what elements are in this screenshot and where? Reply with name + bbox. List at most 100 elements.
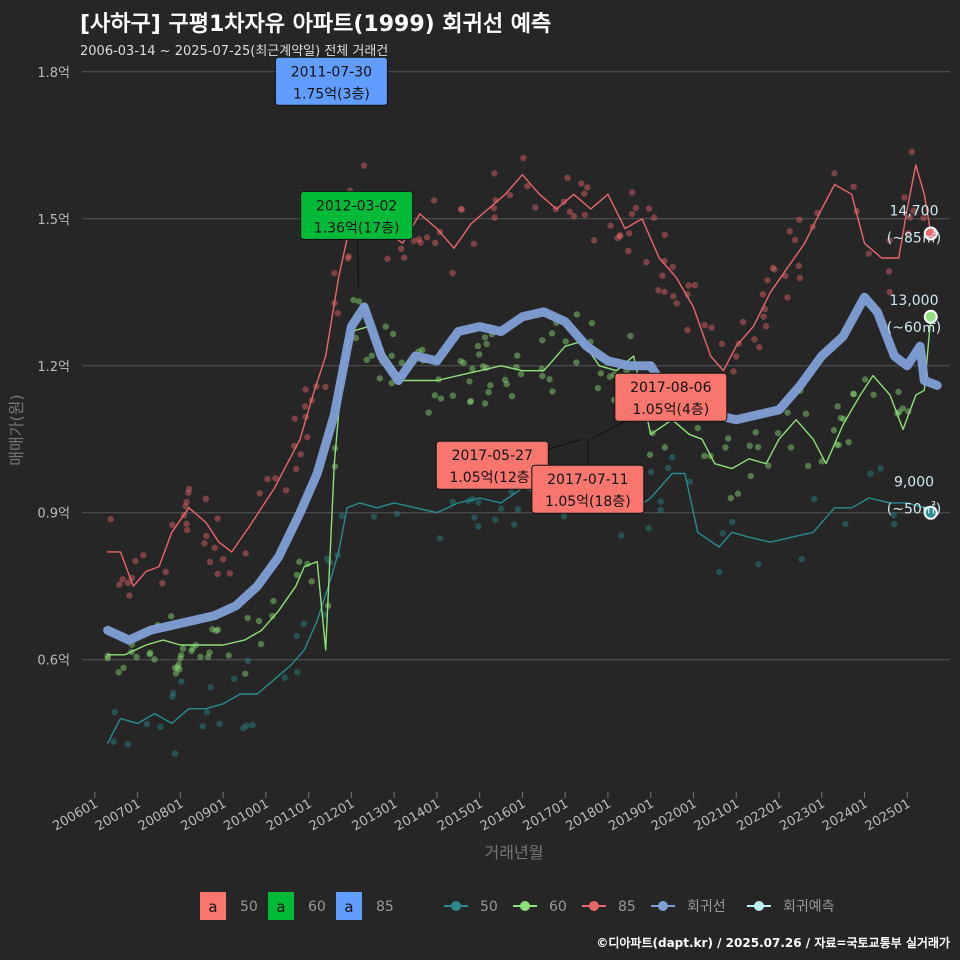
transaction-dot <box>618 532 625 539</box>
transaction-dot <box>920 214 927 222</box>
transaction-dot <box>368 352 376 359</box>
transaction-dot <box>151 656 158 663</box>
legend-line-marker <box>754 901 764 911</box>
annotation-value: 1.05억(12층) <box>449 470 535 486</box>
transaction-dot <box>722 444 729 451</box>
transaction-dot <box>850 390 857 398</box>
transaction-dot <box>564 174 571 182</box>
transaction-dot <box>886 237 893 244</box>
transaction-dot <box>363 356 371 364</box>
transaction-dot <box>625 230 633 237</box>
transaction-dot <box>506 191 514 199</box>
transaction-dot <box>910 207 917 214</box>
x-tick-label: 201801 <box>563 796 613 834</box>
transaction-dot <box>401 254 408 261</box>
transaction-dot <box>382 323 389 330</box>
transaction-dot <box>388 352 395 359</box>
transaction-dot <box>830 427 838 434</box>
transaction-dot <box>300 620 308 628</box>
transaction-dot <box>170 689 177 697</box>
legend-label-key: a <box>276 898 285 916</box>
transaction-dot <box>475 523 482 530</box>
transaction-dot <box>243 722 250 729</box>
end-label-area: (~50㎡) <box>887 502 941 518</box>
x-tick-label: 200801 <box>136 796 186 834</box>
annotation-box <box>300 190 414 240</box>
transaction-dot <box>350 296 357 304</box>
transaction-dot <box>850 390 857 398</box>
transaction-dot <box>588 319 596 327</box>
transaction-dot <box>119 576 126 583</box>
transaction-dot <box>204 653 212 661</box>
x-tick-label: 201101 <box>264 796 314 834</box>
transaction-dot <box>430 197 438 204</box>
y-axis-ticks: 0.6억 0.9억 1.2억 1.5억 1.8억 <box>37 66 70 669</box>
transaction-dot <box>242 670 249 677</box>
x-tick-label: 201601 <box>478 796 528 834</box>
transaction-dot <box>169 693 176 701</box>
transaction-dot <box>669 263 677 271</box>
transaction-dot <box>802 410 810 417</box>
transaction-dot <box>581 190 588 197</box>
legend-label-text: 60 <box>308 899 326 915</box>
legend-label-swatch <box>200 892 226 920</box>
transaction-dot <box>834 403 841 410</box>
transaction-dot <box>904 229 912 237</box>
x-tick-label: 201701 <box>521 796 571 834</box>
transaction-dot <box>457 358 464 365</box>
transaction-dot <box>146 650 153 658</box>
transaction-dot <box>302 403 309 410</box>
transaction-dot <box>460 359 467 366</box>
transaction-dot <box>606 373 614 380</box>
x-tick-label: 201901 <box>606 796 656 834</box>
transaction-dot <box>670 293 677 300</box>
transaction-dot <box>296 558 303 565</box>
transaction-dot <box>684 291 691 298</box>
transaction-dot <box>212 627 220 634</box>
transaction-dot <box>487 382 494 389</box>
transaction-dot <box>126 592 133 599</box>
transaction-dot <box>804 462 812 470</box>
scatter-layer <box>104 148 927 757</box>
annotation-box <box>531 464 645 514</box>
transaction-dot <box>470 240 478 247</box>
transaction-dot <box>769 264 777 272</box>
transaction-dot <box>458 206 465 213</box>
transaction-dot <box>590 237 598 244</box>
legend-label-key: a <box>208 898 217 916</box>
transaction-dot <box>143 720 151 728</box>
end-label-area: (~60㎡) <box>887 320 941 336</box>
transaction-dot <box>282 487 290 494</box>
transaction-dot <box>360 162 368 169</box>
transaction-dot <box>230 675 238 683</box>
transaction-dot <box>694 424 701 432</box>
transaction-dot <box>747 472 754 480</box>
transaction-dot <box>659 272 666 279</box>
transaction-dot <box>759 291 767 298</box>
transaction-dot <box>643 258 650 266</box>
transaction-dot <box>388 379 395 387</box>
transaction-dot <box>673 300 680 307</box>
transaction-dot <box>548 330 556 337</box>
transaction-dot <box>549 388 556 395</box>
transaction-dot <box>214 515 221 522</box>
transaction-dot <box>425 409 432 416</box>
end-label-value: 13,000 <box>890 293 939 309</box>
transaction-dot <box>718 340 726 348</box>
transaction-dot <box>398 359 405 366</box>
transaction-dot <box>179 645 187 652</box>
transaction-dot <box>756 344 763 351</box>
series-line-회귀선 <box>103 292 942 645</box>
transaction-dot <box>475 499 482 506</box>
transaction-dot <box>865 250 873 257</box>
transaction-dot <box>895 388 902 396</box>
transaction-dot <box>171 664 179 672</box>
x-axis-ticks: 2006012007012008012009012010012011012012… <box>50 792 913 834</box>
y-tick-label: 0.9억 <box>37 507 70 522</box>
transaction-dot <box>645 205 653 212</box>
transaction-dot <box>197 653 204 661</box>
transaction-dot <box>397 245 405 252</box>
transaction-dot <box>646 451 654 458</box>
transaction-dot <box>209 626 216 633</box>
transaction-dot <box>201 540 208 547</box>
